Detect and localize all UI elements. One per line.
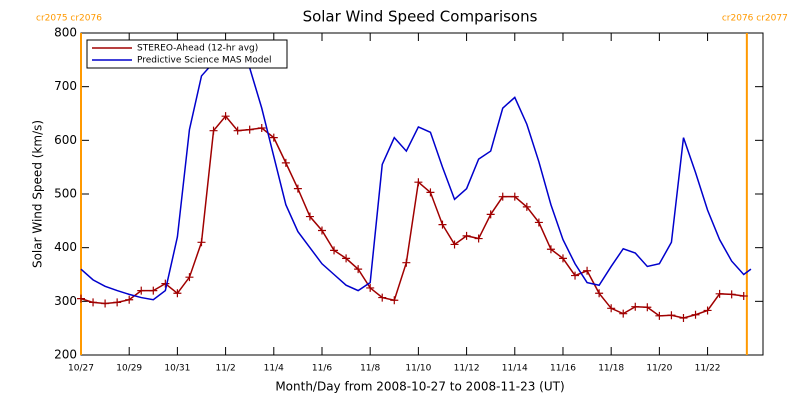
x-tick-label: 11/4 [264,364,284,374]
data-point [269,133,278,142]
data-point [197,238,206,247]
y-tick-label: 800 [54,26,77,40]
data-point [703,306,712,315]
data-point [546,245,555,254]
data-point [137,286,146,295]
x-tick-label: 11/12 [454,364,480,374]
data-point [101,299,110,308]
data-point [438,220,447,229]
data-point [354,265,363,274]
y-tick-label: 700 [54,79,77,93]
x-tick-label: 11/8 [360,364,380,374]
data-point [330,246,339,255]
data-point [89,298,98,307]
data-point [727,290,736,299]
x-tick-label: 10/31 [164,364,190,374]
y-tick-label: 400 [54,240,77,254]
data-point [221,112,230,121]
data-point [281,158,290,167]
data-point [498,192,507,201]
data-point [474,234,483,243]
data-point [342,254,351,263]
x-tick-label: 11/2 [215,364,235,374]
data-point [534,218,543,227]
data-point [317,226,326,235]
series-line [80,115,744,319]
data-point [691,310,700,319]
x-tick-label: 11/18 [598,364,624,374]
legend-box [86,39,288,69]
data-point [414,178,423,187]
x-tick-label: 11/6 [312,364,332,374]
x-tick-label: 11/14 [502,364,528,374]
legend-label: Predictive Science MAS Model [137,56,272,66]
data-point [715,289,724,298]
data-point [161,279,170,288]
x-tick-label: 10/27 [68,364,94,374]
data-point [462,231,471,240]
data-point [510,192,519,201]
data-point [245,125,254,134]
data-point [77,294,85,303]
data-point [113,298,122,307]
series-line [80,59,752,301]
data-point [595,289,604,298]
data-point [583,266,592,275]
data-point [366,283,375,292]
data-point [643,303,652,312]
x-tick-label: 10/29 [116,364,142,374]
data-point [233,126,242,135]
data-point [173,289,182,298]
y-tick-label: 300 [54,294,77,308]
data-point [607,304,616,313]
data-point [185,273,194,282]
y-tick-label: 500 [54,187,77,201]
data-point [209,126,218,135]
data-point [655,311,664,320]
data-point [257,123,266,132]
data-point [522,202,531,211]
boundary-label: cr2075 cr2076 [36,14,102,24]
x-tick-label: 11/10 [405,364,431,374]
legend-label: STEREO-Ahead (12-hr avg) [137,44,258,54]
x-tick-label: 11/22 [695,364,721,374]
data-point [402,258,411,267]
chart-title: Solar Wind Speed Comparisons [303,8,538,26]
data-point [667,311,676,320]
data-point [631,302,640,311]
x-tick-label: 11/20 [646,364,672,374]
data-point [571,271,580,280]
data-point [679,313,688,322]
boundary-label: cr2076 cr2077 [722,14,788,24]
data-point [149,286,158,295]
data-point [390,296,399,305]
data-point [619,309,628,318]
data-point [426,188,435,197]
x-tick-label: 11/16 [550,364,576,374]
data-point [125,295,134,304]
x-axis-label: Month/Day from 2008-10-27 to 2008-11-23 … [275,380,564,394]
y-tick-label: 200 [54,348,77,362]
y-axis-label: Solar Wind Speed (km/s) [31,120,45,268]
data-point [450,240,459,249]
data-point [378,293,387,302]
data-point [486,210,495,219]
data-point [558,254,567,263]
data-point [305,212,314,221]
data-point [293,184,302,193]
data-point [739,291,748,300]
y-tick-label: 600 [54,133,77,147]
